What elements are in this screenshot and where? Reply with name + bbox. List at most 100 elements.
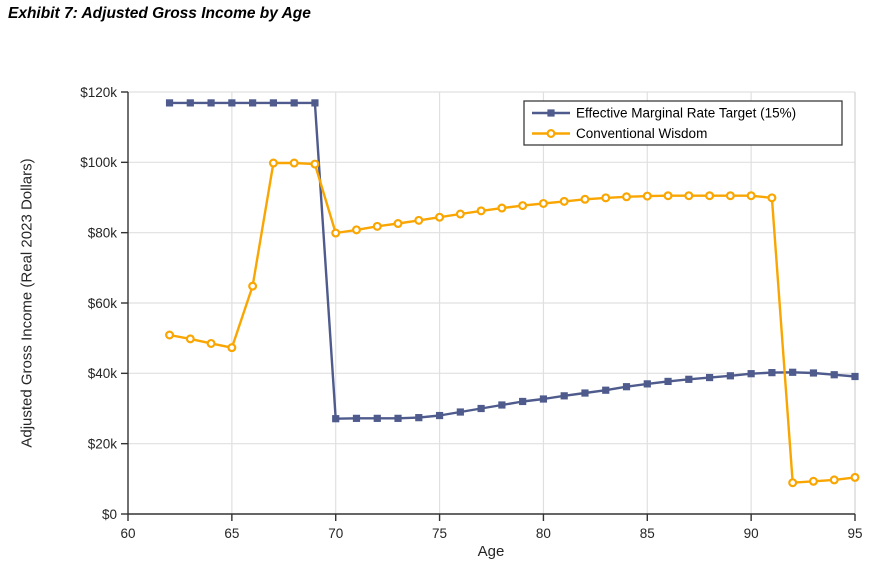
x-axis-label: Age	[477, 543, 505, 560]
data-point-marker	[206, 338, 216, 348]
x-tick-label: 90	[744, 526, 759, 541]
y-tick-label: $120k	[80, 85, 117, 100]
data-point-marker	[228, 99, 236, 107]
data-point-marker	[664, 377, 672, 386]
y-ticks: $0 $20k $40k $60k $80k $100k $120k	[80, 85, 128, 522]
data-point-marker	[331, 228, 341, 238]
data-point-marker	[248, 281, 258, 291]
data-point-marker	[498, 401, 506, 409]
data-point-marker	[372, 221, 382, 231]
legend-label: Conventional Wisdom	[576, 126, 707, 141]
data-point-marker	[249, 99, 257, 107]
data-point-marker	[768, 369, 776, 377]
data-point-marker	[706, 373, 714, 382]
data-point-marker	[456, 408, 464, 416]
data-point-marker	[394, 414, 402, 422]
data-point-marker	[602, 386, 610, 394]
data-point-marker	[546, 129, 556, 139]
data-point-marker	[539, 395, 548, 403]
data-point-marker	[767, 193, 777, 203]
data-point-marker	[643, 380, 651, 388]
data-point-marker	[435, 411, 444, 420]
x-tick-label: 80	[536, 526, 551, 541]
data-point-marker	[747, 370, 755, 378]
data-point-marker	[415, 414, 423, 422]
data-point-marker	[207, 99, 215, 107]
data-point-marker	[547, 109, 555, 117]
data-point-marker	[393, 219, 403, 229]
x-tick-label: 65	[224, 526, 239, 541]
legend-label: Effective Marginal Rate Target (15%)	[576, 106, 796, 121]
data-point-marker	[725, 191, 735, 201]
data-point-marker	[497, 203, 507, 213]
data-point-marker	[622, 192, 632, 202]
data-point-marker	[789, 368, 797, 376]
y-tick-label: $60k	[88, 296, 118, 311]
data-point-marker	[851, 372, 859, 381]
data-point-marker	[477, 404, 485, 413]
data-point-marker	[519, 397, 527, 406]
data-point-marker	[663, 191, 673, 201]
data-point-marker	[559, 196, 569, 206]
x-tick-label: 85	[640, 526, 655, 541]
data-point-marker	[165, 330, 175, 340]
data-point-marker	[705, 191, 715, 201]
data-point-marker	[518, 201, 528, 211]
data-point-marker	[601, 193, 611, 203]
series-conventional-wisdom	[165, 158, 860, 488]
data-point-marker	[560, 392, 568, 400]
data-point-marker	[808, 476, 818, 486]
data-point-marker	[455, 209, 465, 219]
series-line	[169, 101, 856, 420]
data-point-marker	[269, 99, 277, 107]
data-point-marker	[373, 414, 381, 422]
data-point-marker	[351, 225, 361, 235]
data-point-marker	[746, 191, 756, 201]
data-point-marker	[185, 334, 195, 344]
y-tick-label: $100k	[80, 155, 117, 170]
x-tick-label: 75	[432, 526, 447, 541]
data-point-marker	[332, 415, 340, 423]
data-point-marker	[830, 371, 838, 379]
x-tick-label: 60	[120, 526, 135, 541]
data-point-marker	[268, 158, 278, 168]
data-point-marker	[788, 478, 798, 488]
legend: Effective Marginal Rate Target (15%) Conv…	[523, 100, 843, 146]
x-tick-label: 95	[847, 526, 862, 541]
data-point-marker	[580, 194, 590, 204]
legend-box	[523, 100, 843, 146]
data-point-marker	[850, 472, 860, 482]
series-line	[169, 161, 856, 484]
y-tick-label: $0	[102, 507, 117, 522]
y-tick-label: $20k	[88, 436, 118, 451]
data-point-marker	[435, 212, 445, 222]
data-point-marker	[622, 383, 631, 391]
data-point-marker	[352, 414, 361, 422]
data-point-marker	[581, 389, 589, 397]
data-point-marker	[414, 215, 424, 225]
data-point-marker	[538, 198, 548, 208]
data-point-marker	[227, 343, 237, 353]
data-point-marker	[642, 191, 652, 201]
data-point-marker	[290, 99, 298, 107]
chart-title: Exhibit 7: Adjusted Gross Income by Age	[8, 5, 311, 22]
legend-entry: Conventional Wisdom	[532, 126, 707, 141]
data-point-marker	[165, 99, 174, 107]
data-point-marker	[829, 475, 839, 485]
data-point-marker	[289, 158, 299, 168]
x-ticks: 60 65 70 75 80 85 90 95	[120, 514, 863, 541]
data-point-marker	[311, 99, 319, 107]
data-point-marker	[726, 372, 734, 380]
data-point-marker	[476, 206, 486, 216]
series-effective-marginal-rate-target	[165, 99, 859, 423]
data-point-marker	[809, 369, 818, 377]
y-tick-label: $40k	[88, 366, 118, 381]
data-point-marker	[685, 375, 693, 383]
y-tick-label: $80k	[88, 225, 118, 240]
legend-entry: Effective Marginal Rate Target (15%)	[532, 106, 796, 121]
data-point-marker	[186, 99, 194, 107]
data-point-marker	[684, 191, 694, 201]
gridlines	[128, 91, 856, 514]
